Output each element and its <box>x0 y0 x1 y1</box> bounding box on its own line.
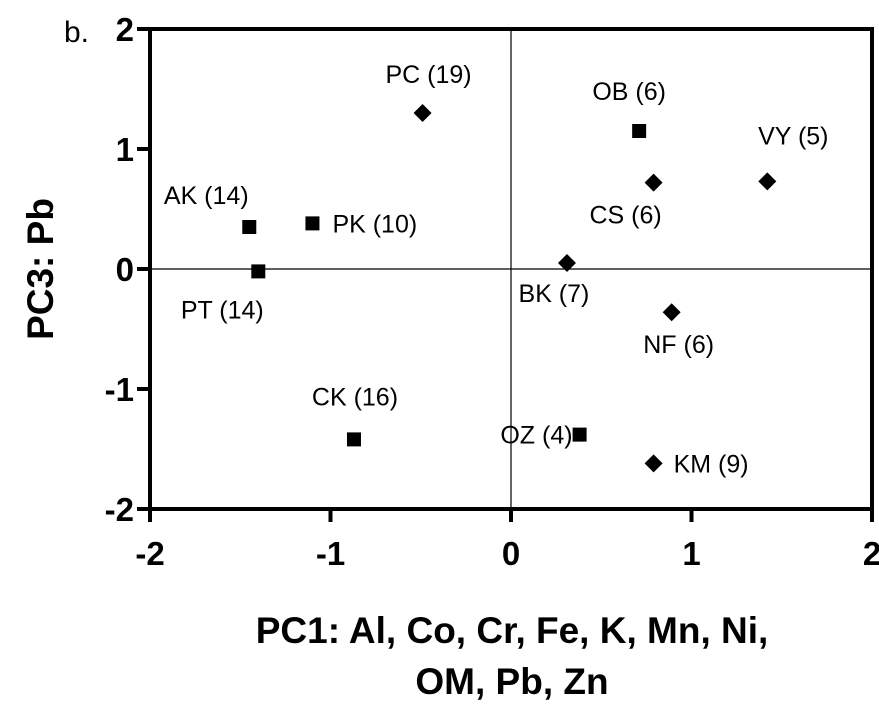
point-km-diamond-marker <box>644 454 663 473</box>
y-axis-title: PC3: Pb <box>20 198 61 340</box>
point-nf-label: NF (6) <box>643 331 714 359</box>
point-cs-label: CS (6) <box>589 202 661 230</box>
x-tick-label: -1 <box>316 535 345 572</box>
point-ak-square-marker <box>242 220 257 234</box>
point-vy-diamond-marker <box>758 172 777 191</box>
point-oz-square-marker <box>572 427 587 442</box>
point-pk-label: PK (10) <box>332 210 417 238</box>
y-tick-label: 2 <box>116 11 134 48</box>
point-vy-label: VY (5) <box>758 122 828 150</box>
point-km-label: KM (9) <box>674 450 749 478</box>
point-ob-label: OB (6) <box>592 78 666 106</box>
point-pt-square-marker <box>251 264 266 279</box>
x-tick-label: 1 <box>682 535 700 572</box>
point-ob-square-marker <box>632 124 647 138</box>
reference-lines <box>150 29 872 509</box>
point-cs-diamond-marker <box>644 173 663 192</box>
data-points: PC (19) OB (6) VY (5) CS (6) AK (14) PK (10) P… <box>164 61 829 478</box>
point-pk-square-marker <box>305 216 320 231</box>
x-axis-title-line-2: OM, Pb, Zn <box>415 661 608 702</box>
point-pt-label: PT (14) <box>181 296 264 324</box>
y-tick-label: 0 <box>116 251 134 288</box>
point-oz-label: OZ (4) <box>500 422 572 450</box>
y-axis: -2 -1 0 1 2 <box>105 11 150 528</box>
x-tick-label: 2 <box>863 535 879 572</box>
point-bk-label: BK (7) <box>519 280 590 308</box>
x-tick-label: -2 <box>135 535 164 572</box>
point-nf-diamond-marker <box>662 303 681 322</box>
panel-label: b. <box>64 16 89 49</box>
point-ak-label: AK (14) <box>164 182 249 210</box>
point-pc-diamond-marker <box>413 104 432 122</box>
point-bk-diamond-marker <box>557 254 576 272</box>
x-axis-title-line-1: PC1: Al, Co, Cr, Fe, K, Mn, Ni, <box>256 610 769 651</box>
point-ck-square-marker <box>346 432 361 447</box>
y-tick-label: -2 <box>105 491 134 528</box>
x-axis: -2 -1 0 1 2 <box>135 509 879 572</box>
point-ck-label: CK (16) <box>312 383 398 411</box>
point-pc-label: PC (19) <box>385 61 471 89</box>
y-tick-label: 1 <box>116 131 134 168</box>
x-tick-label: 0 <box>502 535 520 572</box>
y-tick-label: -1 <box>105 371 134 408</box>
